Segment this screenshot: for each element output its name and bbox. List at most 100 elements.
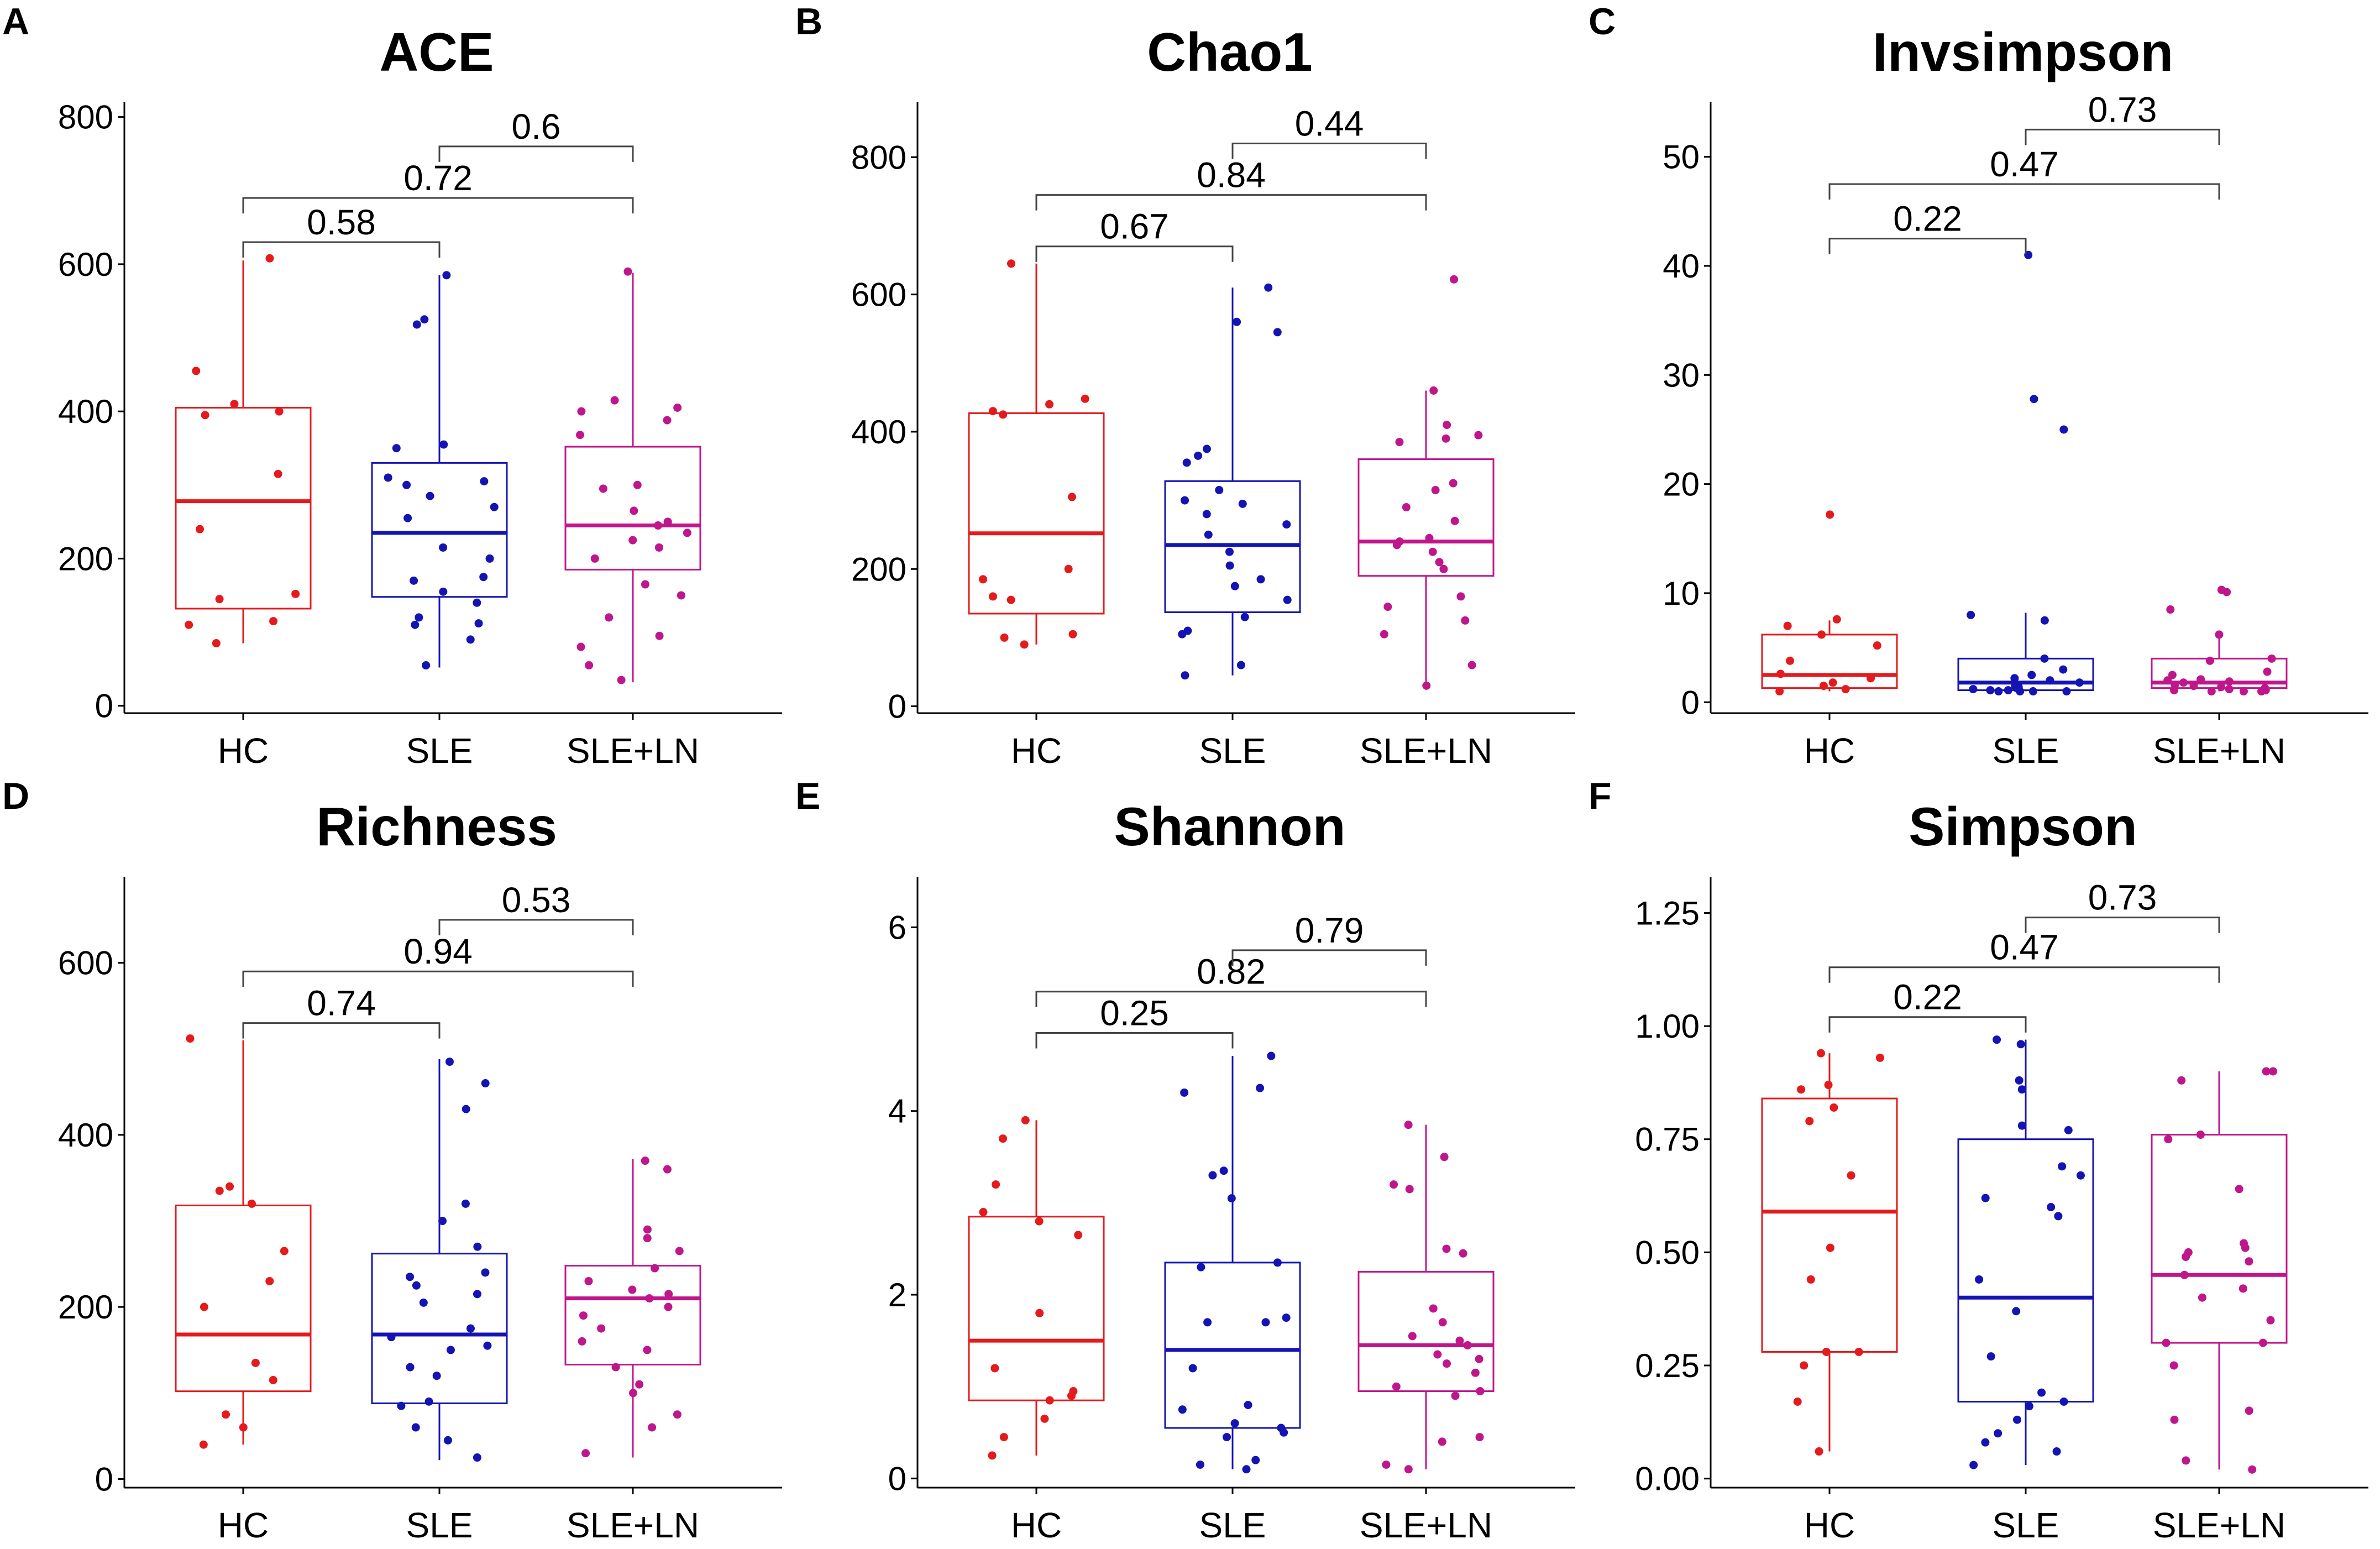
p-value-label: 0.84 — [1197, 155, 1266, 195]
data-point — [611, 1363, 620, 1372]
data-point — [2182, 1253, 2190, 1262]
data-point — [446, 1346, 455, 1354]
data-point — [2016, 687, 2025, 696]
data-point — [439, 440, 448, 449]
data-point — [1967, 610, 1975, 619]
x-category-label: SLE — [406, 731, 473, 771]
data-point — [2004, 686, 2012, 695]
y-tick-label: 1.25 — [1635, 894, 1700, 932]
data-point — [1793, 1397, 1802, 1406]
box-iqr — [175, 1205, 312, 1393]
data-point — [2257, 687, 2266, 696]
data-point — [392, 444, 401, 453]
panel-invsimpson: C Invsimpson 0 10 20 30 40 50 HC SLE SLE+LN 0.22 0.4… — [1586, 0, 2379, 774]
data-point — [1841, 685, 1850, 694]
data-point — [579, 1311, 588, 1320]
box-iqr — [564, 446, 701, 571]
data-point — [663, 517, 672, 526]
data-point — [2013, 1415, 2022, 1424]
data-point — [2166, 605, 2175, 614]
data-point — [617, 676, 626, 684]
data-point — [1383, 603, 1392, 611]
data-point — [466, 635, 475, 644]
data-point — [1829, 1103, 1838, 1112]
data-point — [2205, 656, 2214, 665]
p-value-label: 0.58 — [307, 202, 376, 242]
data-point — [2241, 1243, 2250, 1252]
y-tick-label: 30 — [1663, 357, 1700, 394]
data-point — [581, 1449, 590, 1458]
y-tick-label: 600 — [58, 246, 113, 283]
data-point — [2239, 687, 2248, 696]
y-tick-label: 400 — [58, 393, 113, 430]
y-tick-label: 6 — [888, 909, 906, 946]
panel-label: F — [1589, 775, 1612, 817]
data-point — [2263, 667, 2272, 676]
data-point — [1380, 630, 1388, 639]
data-point — [2168, 671, 2177, 679]
data-point — [1197, 1263, 1205, 1271]
data-point — [2017, 1121, 2026, 1130]
x-category-label: SLE — [1993, 1505, 2059, 1545]
data-point — [2076, 1171, 2085, 1180]
data-point — [1204, 530, 1213, 539]
data-point — [2170, 686, 2179, 695]
data-point — [605, 613, 614, 622]
data-point — [628, 1389, 637, 1398]
data-point — [2064, 1126, 2073, 1134]
data-point — [1404, 1465, 1413, 1474]
data-point — [485, 554, 494, 563]
data-point — [1178, 1405, 1187, 1414]
data-point — [1826, 510, 1834, 519]
data-point — [1264, 283, 1273, 292]
data-point — [2030, 395, 2038, 404]
chart-ace: A ACE 0 200 400 600 800 HC SLE SLE+LN 0.58 0.72 0.6 — [2, 1, 782, 771]
data-point — [384, 473, 392, 482]
data-point — [1981, 1194, 1990, 1202]
data-point — [1847, 1171, 1855, 1180]
data-point — [466, 1324, 475, 1333]
data-point — [1449, 479, 1458, 488]
data-point — [274, 469, 282, 478]
data-point — [412, 1281, 421, 1290]
data-point — [2258, 1338, 2267, 1347]
data-point — [1819, 682, 1828, 690]
data-point — [439, 543, 448, 552]
box-iqr — [175, 407, 312, 610]
data-point — [1188, 1364, 1197, 1373]
p-value-label: 0.73 — [2088, 90, 2157, 129]
x-category-label: SLE — [1199, 731, 1266, 771]
y-tick-label: 0 — [95, 1461, 113, 1498]
box-iqr — [968, 1216, 1105, 1401]
data-point — [269, 1375, 277, 1384]
data-point — [2162, 1338, 2171, 1347]
data-point — [2040, 616, 2049, 625]
data-point — [473, 1453, 481, 1462]
comparison-bracket — [1828, 1016, 2027, 1033]
data-point — [406, 1363, 415, 1372]
data-point — [648, 1423, 657, 1432]
data-point — [577, 407, 586, 416]
box-iqr — [1761, 1097, 1898, 1353]
data-point — [999, 1433, 1008, 1442]
data-point — [1475, 1354, 1483, 1363]
x-category-label: SLE+LN — [567, 731, 699, 771]
data-point — [462, 1105, 470, 1113]
panel-label: B — [795, 1, 822, 43]
data-point — [411, 620, 420, 629]
data-point — [1467, 661, 1476, 669]
data-point — [1282, 1313, 1291, 1322]
data-point — [2059, 665, 2068, 674]
data-point — [633, 480, 642, 489]
y-tick-label: 1.00 — [1635, 1008, 1700, 1045]
comparison-bracket — [1828, 183, 2220, 200]
chart-title: Chao1 — [1147, 22, 1313, 82]
box-iqr — [1957, 1138, 2094, 1403]
data-point — [1067, 1391, 1076, 1400]
p-value-label: 0.72 — [403, 158, 473, 198]
p-value-label: 0.74 — [307, 983, 376, 1023]
data-point — [643, 1346, 652, 1354]
p-value-label: 0.6 — [512, 107, 561, 146]
chart-title: Invsimpson — [1873, 22, 2174, 82]
data-point — [438, 1217, 447, 1226]
